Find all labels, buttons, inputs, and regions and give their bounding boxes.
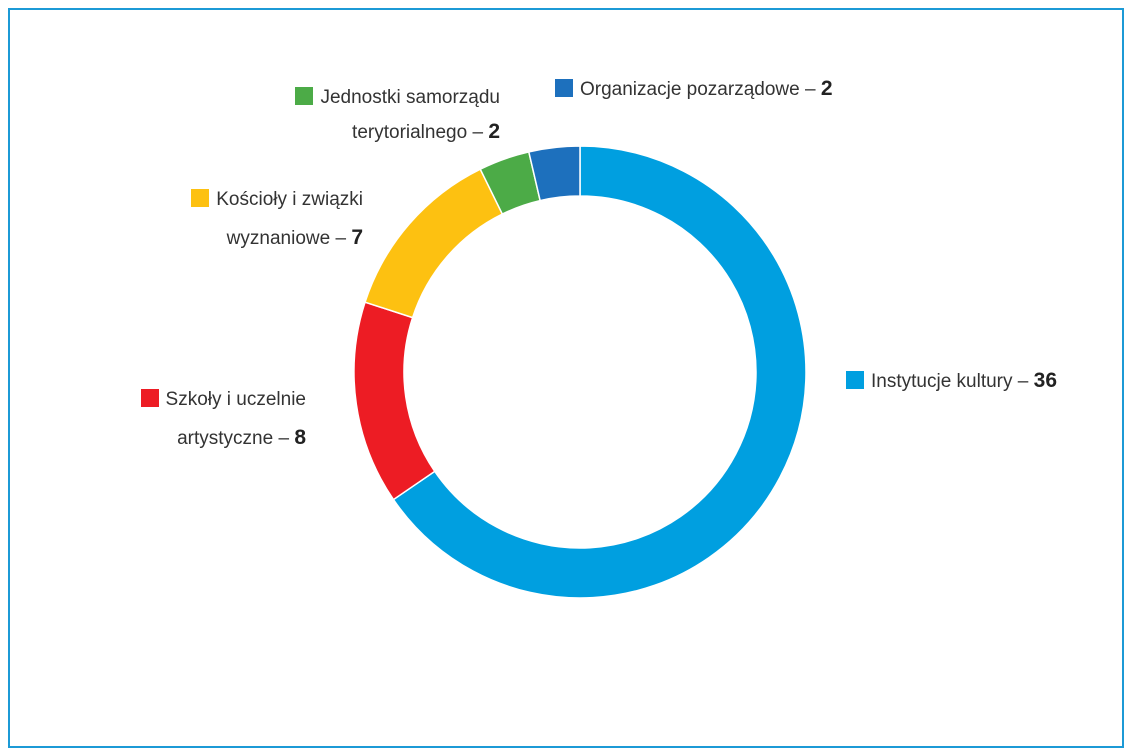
label-separator: – [804,79,816,100]
legend-swatch [191,189,210,207]
donut-slice [353,301,436,501]
data-label: 2 [488,120,500,143]
legend-label: Jednostki samorządu terytorialnego – 2 [255,81,500,150]
legend-name: Instytucje kultury [871,371,1013,392]
data-label: 7 [351,226,363,249]
legend-label: Organizacje pozarządowe – 2 [555,70,833,109]
data-label: 36 [1033,369,1057,392]
chart [353,145,807,599]
legend-name: Jednostki samorządu terytorialnego [320,87,500,143]
label-separator: – [278,428,290,449]
legend-swatch [555,79,573,97]
donut-slice [392,145,807,599]
page: Instytucje kultury – 36 Szkoły i uczelnie… [8,8,1124,748]
legend-label: Instytucje kultury – 36 [846,362,1057,401]
legend-label: Szkoły i uczelnie artystyczne – 8 [101,381,306,458]
donut-slice [364,168,504,319]
legend-swatch [140,389,159,407]
data-label: 8 [294,426,306,449]
label-separator: – [1017,371,1029,392]
legend-name: Szkoły i uczelnie artystyczne [165,389,306,449]
label-separator: – [335,228,347,249]
legend-label: Kościoły i związki wyznaniowe – 7 [138,181,363,258]
legend-name: Kościoły i związki wyznaniowe [216,189,363,249]
donut-slice [527,145,581,202]
legend-swatch [846,371,864,389]
data-label: 2 [820,77,833,100]
label-separator: – [472,122,484,143]
legend-swatch [295,87,314,105]
legend-name: Organizacje pozarządowe [580,79,800,100]
